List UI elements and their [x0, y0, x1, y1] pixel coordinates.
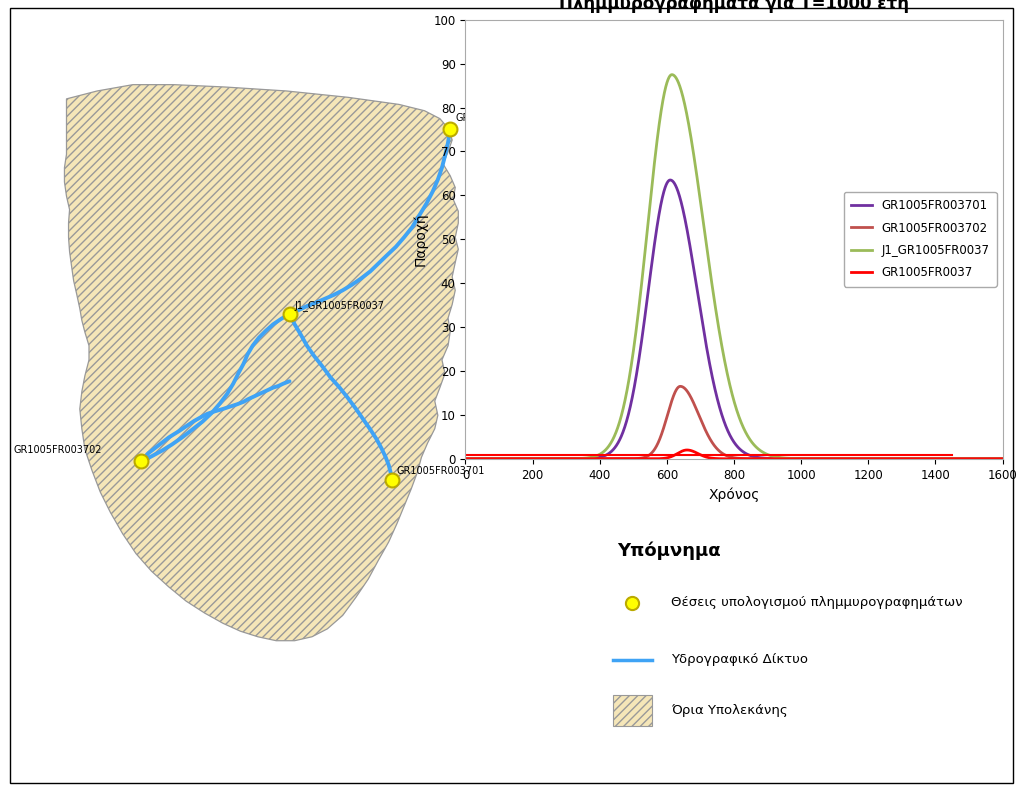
GR1005FR0037	[685, 446, 698, 456]
GR1005FR003701	[996, 454, 1009, 464]
J1_GR1005FR0037	[690, 162, 702, 172]
Legend: GR1005FR003701, GR1005FR003702, J1_GR1005FR0037, GR1005FR0037: GR1005FR003701, GR1005FR003702, J1_GR100…	[844, 192, 996, 286]
Point	[384, 474, 400, 486]
X-axis label: Χρόνος: Χρόνος	[708, 487, 760, 501]
Title: Πλημμυρογραφήματα για T=1000 έτη: Πλημμυρογραφήματα για T=1000 έτη	[559, 0, 909, 13]
GR1005FR003701	[953, 454, 966, 464]
Y-axis label: Παροχή: Παροχή	[413, 213, 428, 266]
Point	[133, 455, 149, 467]
J1_GR1005FR0037	[685, 134, 698, 144]
Line: J1_GR1005FR0037: J1_GR1005FR0037	[465, 74, 1003, 459]
J1_GR1005FR0037	[459, 454, 472, 464]
Text: Θέσεις υπολογισμού πλημμυρογραφημάτων: Θέσεις υπολογισμού πλημμυρογραφημάτων	[671, 596, 963, 609]
J1_GR1005FR0037	[996, 454, 1009, 464]
GR1005FR003702	[690, 403, 702, 412]
Text: Υπόμνημα: Υπόμνημα	[617, 541, 720, 559]
Text: GR1005FR003702: GR1005FR003702	[13, 445, 102, 456]
GR1005FR003701	[690, 275, 702, 285]
Point	[442, 123, 458, 135]
Text: Όρια Υπολεκάνης: Όρια Υπολεκάνης	[671, 704, 788, 717]
Text: GR1005FR003701: GR1005FR003701	[397, 466, 485, 476]
GR1005FR0037	[459, 454, 472, 464]
GR1005FR003702	[850, 454, 862, 464]
GR1005FR0037	[850, 454, 862, 464]
Point	[624, 596, 640, 609]
GR1005FR003701	[850, 454, 862, 464]
GR1005FR003702	[715, 448, 727, 457]
GR1005FR003702	[996, 454, 1009, 464]
Line: GR1005FR003702: GR1005FR003702	[465, 386, 1003, 459]
GR1005FR0037	[996, 454, 1009, 464]
GR1005FR003702	[685, 393, 698, 403]
Line: GR1005FR0037: GR1005FR0037	[465, 450, 1003, 459]
Bar	[613, 695, 652, 726]
GR1005FR003702	[953, 454, 966, 464]
J1_GR1005FR0037	[850, 454, 862, 464]
Text: Υδρογραφικό Δίκτυο: Υδρογραφικό Δίκτυο	[671, 653, 808, 666]
J1_GR1005FR0037	[980, 454, 992, 464]
Text: GR1005FR0037: GR1005FR0037	[455, 113, 531, 123]
Text: J1_GR1005FR0037: J1_GR1005FR0037	[295, 300, 385, 311]
Point	[281, 308, 298, 320]
Line: GR1005FR003701: GR1005FR003701	[465, 180, 1003, 459]
J1_GR1005FR0037	[953, 454, 966, 464]
GR1005FR0037	[715, 454, 727, 464]
J1_GR1005FR0037	[666, 70, 678, 79]
GR1005FR003701	[664, 176, 676, 185]
GR1005FR0037	[681, 445, 694, 455]
GR1005FR0037	[690, 448, 702, 457]
GR1005FR003702	[980, 454, 992, 464]
GR1005FR0037	[980, 454, 992, 464]
GR1005FR003702	[674, 381, 686, 391]
Polygon shape	[64, 85, 458, 641]
J1_GR1005FR0037	[715, 335, 727, 345]
GR1005FR003701	[980, 454, 992, 464]
GR1005FR0037	[953, 454, 966, 464]
GR1005FR003702	[459, 454, 472, 464]
GR1005FR003701	[715, 407, 727, 416]
GR1005FR003701	[685, 248, 698, 258]
GR1005FR003701	[459, 454, 472, 464]
